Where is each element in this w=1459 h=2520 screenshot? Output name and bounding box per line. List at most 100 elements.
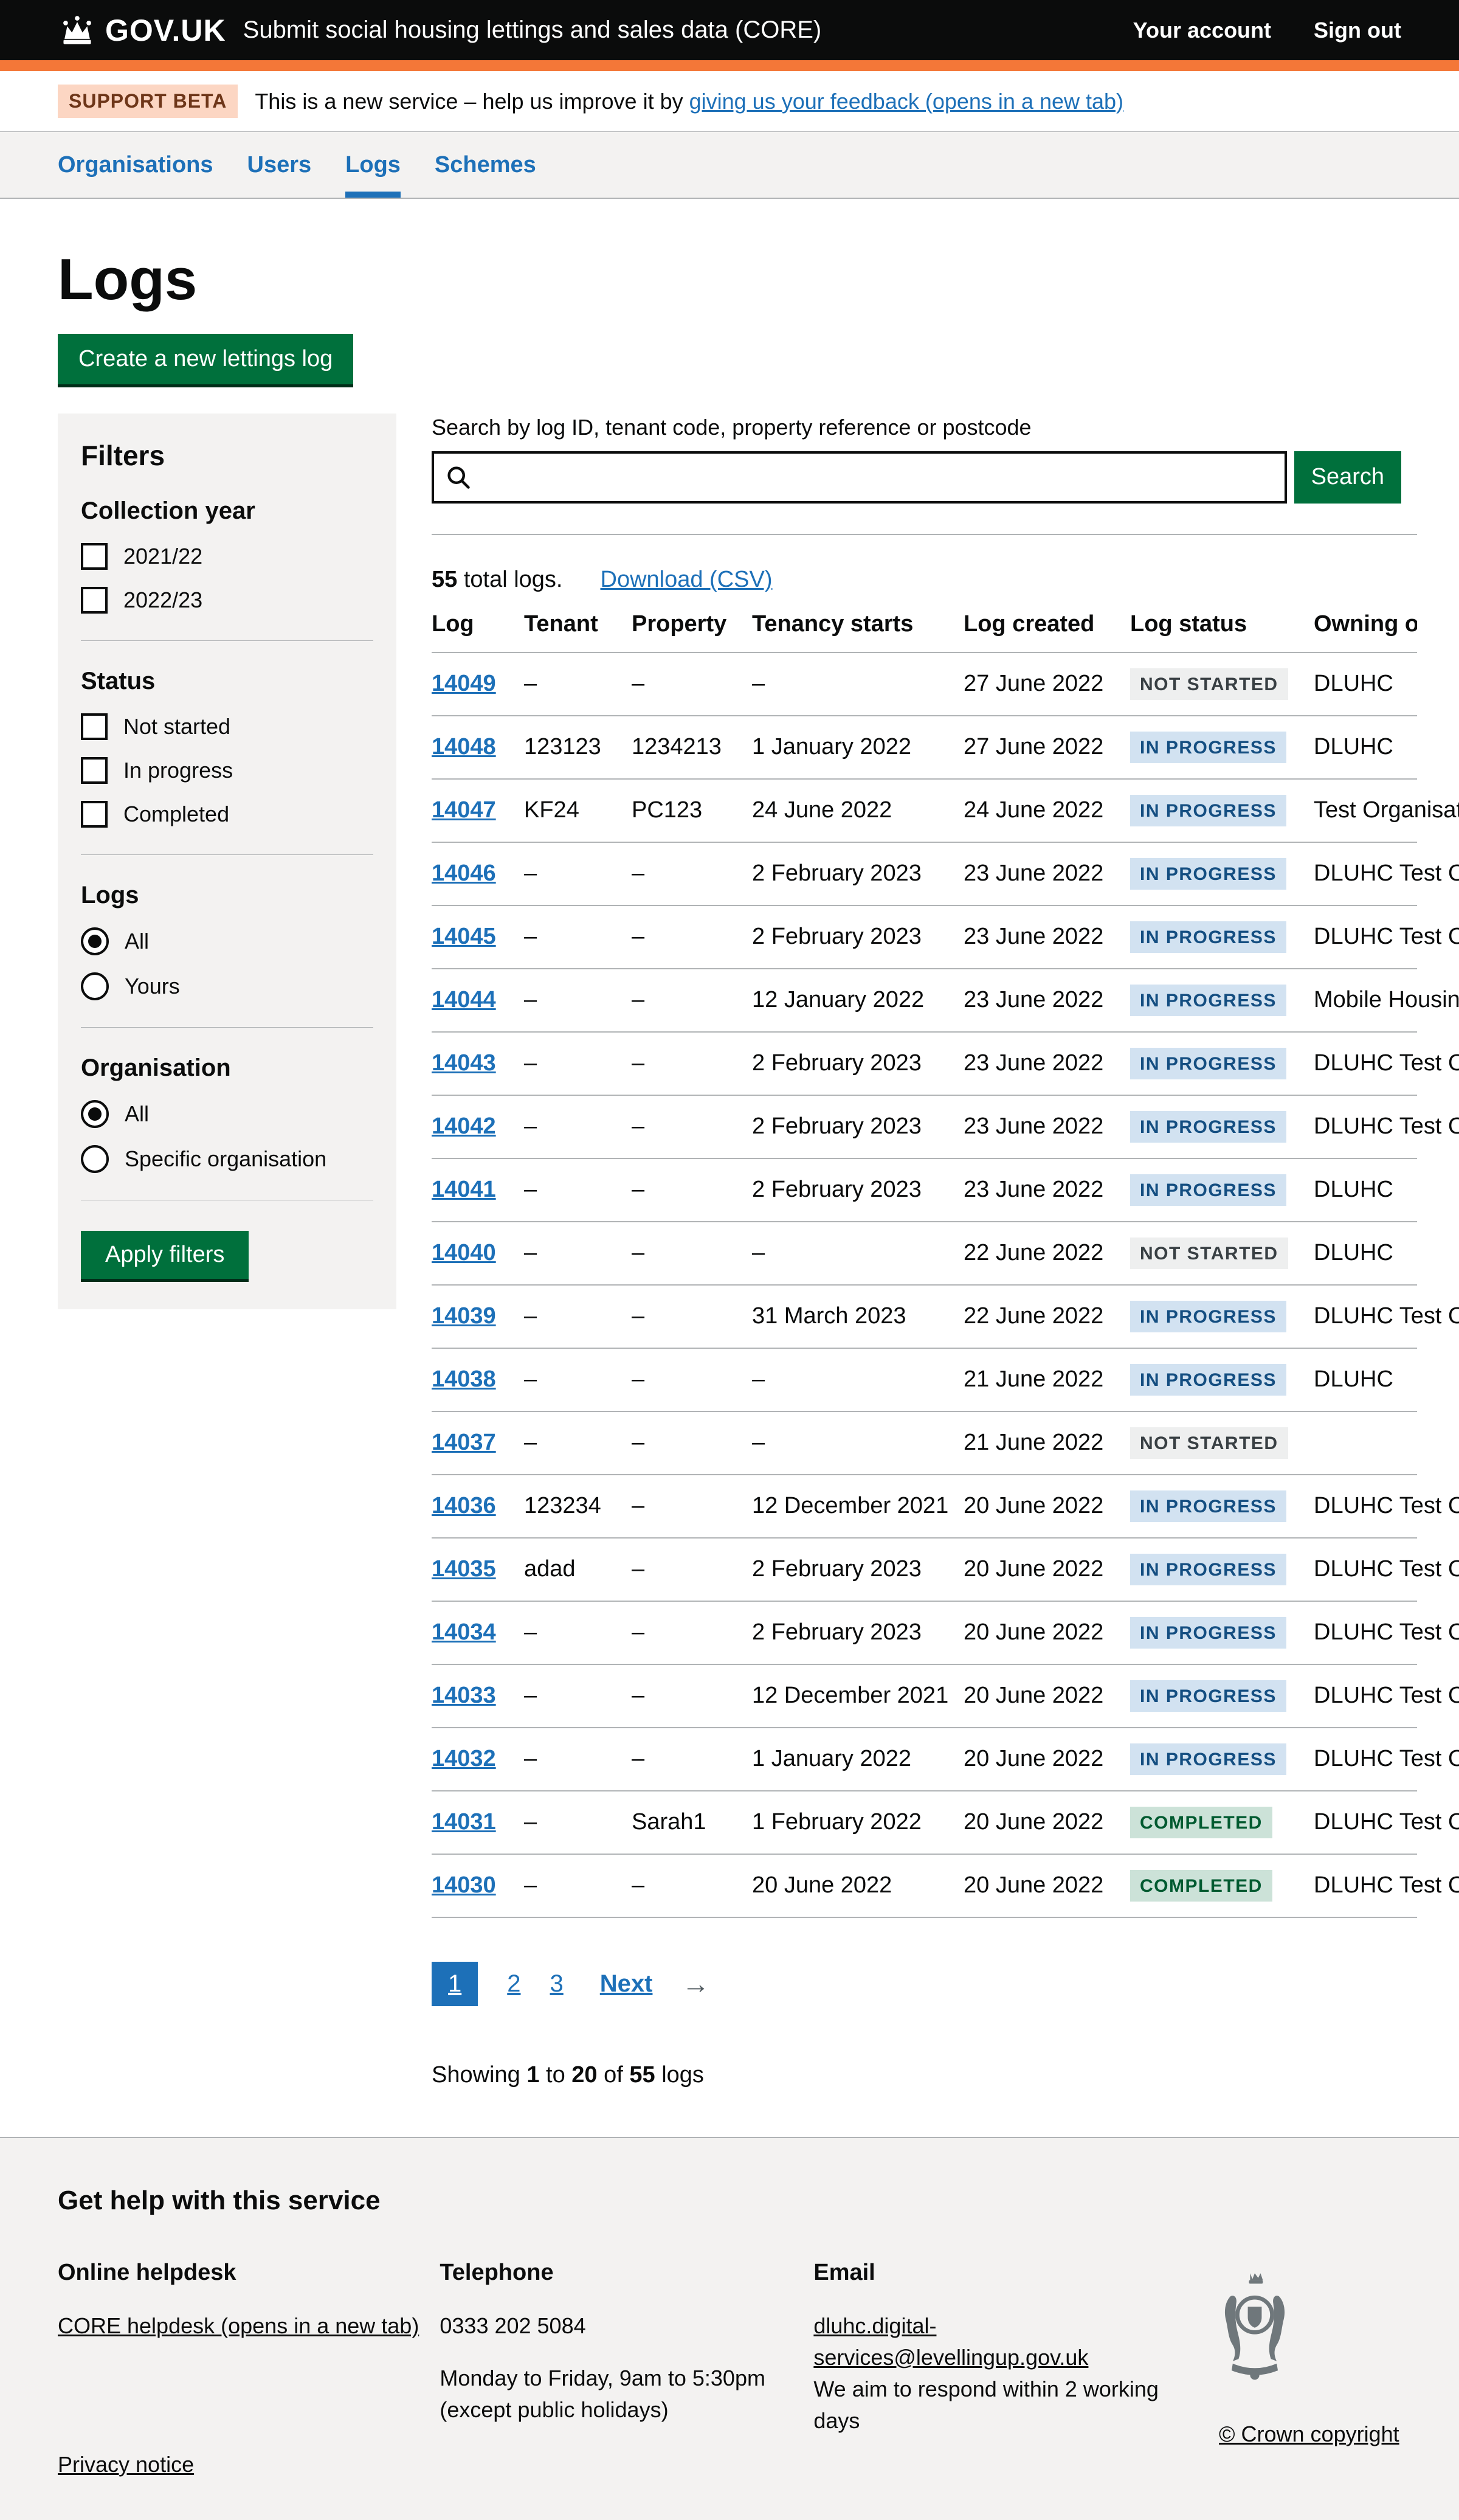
radio-specific-organisation[interactable]: Specific organisation [81,1144,373,1173]
cell-property: – [632,1031,752,1096]
page-title: Logs [58,247,198,312]
checkbox-not-started[interactable]: Not started [81,713,373,740]
create-lettings-log-button[interactable]: Create a new lettings log [58,333,354,384]
table-row: 14046– –2 February 2023 23 June 2022 IN PRO… [432,842,1459,906]
cell-property: – [632,1854,752,1918]
table-row: 14047 KF24 PC123 24 June 2022 24 June 2022 IN… [432,778,1459,843]
cell-owning-organisation: DLUHC Test Organisation [1314,1095,1459,1159]
radio-icon[interactable] [81,1144,109,1173]
log-id-link[interactable]: 14040 [432,1240,496,1266]
log-id-link[interactable]: 14032 [432,1746,496,1772]
crown-copyright-link[interactable]: © Crown copyright [1219,2421,1399,2446]
log-id-link[interactable]: 14046 [432,860,496,887]
govuk-logo-text: GOV.UK [105,13,226,47]
email-link[interactable]: dluhc.digital-services@levellingup.gov.u… [813,2313,1089,2370]
search-button[interactable]: Search [1294,451,1401,504]
core-helpdesk-link[interactable]: CORE helpdesk (opens in a new tab) [58,2313,419,2338]
feedback-link[interactable]: giving us your feedback (opens in a new … [689,88,1124,114]
log-id-link[interactable]: 14045 [432,924,496,950]
table-row: 14042– –2 February 2023 23 June 2022 IN PRO… [432,1095,1459,1159]
table-header-row: Log Tenant Property Tenancy starts Log creat… [432,611,1417,653]
log-id-link[interactable]: 14043 [432,1050,496,1076]
privacy-notice-link[interactable]: Privacy notice [58,2451,195,2477]
nav-item-users[interactable]: Users [247,151,312,178]
filter-option-label: Yours [125,973,180,999]
cell-tenant: – [524,1790,632,1855]
radio-yours[interactable]: Yours [81,972,373,1000]
cell-log-created: 21 June 2022 [964,1411,1130,1475]
log-id-link[interactable]: 14047 [432,797,496,823]
cell-log-created: 20 June 2022 [964,1790,1130,1855]
log-id-link[interactable]: 14037 [432,1430,496,1456]
log-id-link[interactable]: 14039 [432,1303,496,1329]
log-id-link[interactable]: 14033 [432,1683,496,1709]
cell-log-created: 20 June 2022 [964,1727,1130,1791]
log-id-link[interactable]: 14036 [432,1493,496,1519]
log-id-link[interactable]: 14035 [432,1556,496,1582]
log-id-link[interactable]: 14049 [432,671,496,697]
search-input[interactable] [479,453,1274,501]
pagination-page-2[interactable]: 2 [507,1970,521,1997]
checkbox-2021-22[interactable]: 2021/22 [81,542,373,570]
checkbox-icon[interactable] [81,542,108,570]
pagination-page-3[interactable]: 3 [550,1970,564,1997]
checkbox-icon[interactable] [81,713,108,740]
table-row: 14048 123123 1234213 1 January 2022 27 June … [432,715,1417,780]
checkbox-icon[interactable] [81,586,108,614]
cell-tenant: 123234 [524,1474,632,1539]
log-id-link[interactable]: 14041 [432,1177,496,1203]
table-row: 14043– –2 February 2023 23 June 2022 IN PRO… [432,1031,1459,1096]
column-header-owning-or: Owning or [1314,611,1417,653]
checkbox-in-progress[interactable]: In progress [81,756,373,784]
radio-icon[interactable] [81,972,109,1000]
status-badge: NOT STARTED [1130,668,1288,700]
radio-all[interactable]: All [81,927,373,955]
cell-property: – [632,652,752,716]
pagination-next-link[interactable]: Next [599,1970,653,1997]
cell-tenant: 123123 [524,715,632,780]
radio-icon[interactable] [81,1099,109,1128]
status-badge: IN PROGRESS [1130,857,1286,890]
table-row: 14036 123234–12 December 2021 20 June 2022… [432,1474,1459,1539]
radio-icon[interactable] [81,927,109,955]
download-csv-link[interactable]: Download (CSV) [600,566,773,592]
status-badge: NOT STARTED [1130,1237,1288,1269]
checkbox-icon[interactable] [81,800,108,828]
pagination-page-1[interactable]: 1 [432,1961,478,2006]
radio-all[interactable]: All [81,1099,373,1128]
govuk-logo[interactable]: GOV.UK [58,13,226,48]
cell-tenant: – [524,1031,632,1096]
cell-tenant: – [524,1411,632,1475]
checkbox-2022-23[interactable]: 2022/23 [81,586,373,614]
log-id-link[interactable]: 14034 [432,1619,496,1646]
nav-item-organisations[interactable]: Organisations [58,151,213,178]
log-id-link[interactable]: 14031 [432,1809,496,1835]
service-name-link[interactable]: Submit social housing lettings and sales… [243,16,822,43]
status-badge: COMPLETED [1130,1806,1272,1838]
footer-telephone-column: Telephone 0333 202 5084 Monday to Friday… [440,2256,813,2437]
cell-property: – [632,1727,752,1791]
cell-tenant: KF24 [524,778,632,843]
cell-log-created: 20 June 2022 [964,1854,1130,1918]
nav-item-schemes[interactable]: Schemes [434,151,536,178]
checkbox-icon[interactable] [81,756,108,784]
filter-option-label: All [125,1101,150,1126]
checkbox-completed[interactable]: Completed [81,800,373,828]
log-id-link[interactable]: 14038 [432,1366,496,1393]
log-id-link[interactable]: 14048 [432,734,496,760]
apply-filters-button[interactable]: Apply filters [81,1230,249,1279]
table-row: 14033– –12 December 2021 20 June 2022 IN PR… [432,1664,1459,1728]
log-id-link[interactable]: 14044 [432,987,496,1013]
nav-item-logs[interactable]: Logs [345,132,401,198]
cell-owning-organisation: DLUHC [1314,1348,1417,1412]
log-id-link[interactable]: 14042 [432,1113,496,1140]
filter-option-label: 2022/23 [123,587,203,612]
cell-owning-organisation: DLUHC [1314,1221,1417,1286]
cell-property: – [632,1158,752,1222]
filters-panel: Filters Collection year 2021/22 2022/23 Sta… [58,413,396,1309]
sign-out-link[interactable]: Sign out [1314,17,1401,43]
log-id-link[interactable]: 14030 [432,1872,496,1899]
cell-log-created: 20 June 2022 [964,1664,1130,1728]
your-account-link[interactable]: Your account [1133,17,1272,43]
cell-tenancy-starts: 12 December 2021 [752,1664,964,1728]
